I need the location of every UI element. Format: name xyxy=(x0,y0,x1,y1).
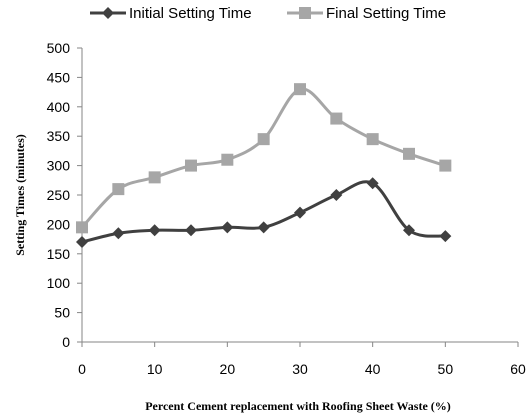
legend: Initial Setting Time Final Setting Time xyxy=(90,5,446,22)
plot-area xyxy=(76,83,452,249)
data-point xyxy=(403,147,415,160)
series-initial-setting-time xyxy=(76,177,452,249)
x-axis-ticks: 0 10 20 30 40 50 60 xyxy=(78,342,526,377)
y-tick-label: 400 xyxy=(47,99,71,115)
y-tick-label: 250 xyxy=(47,187,71,203)
x-tick-label: 20 xyxy=(220,361,236,377)
y-tick-label: 100 xyxy=(47,275,71,291)
data-point xyxy=(366,133,379,146)
y-tick-label: 0 xyxy=(62,334,70,350)
data-point xyxy=(257,133,270,146)
x-tick-label: 30 xyxy=(292,361,308,377)
data-point xyxy=(366,177,379,190)
x-tick-label: 0 xyxy=(78,361,86,377)
y-tick-label: 300 xyxy=(47,158,71,174)
y-tick-label: 500 xyxy=(47,40,71,56)
y-tick-label: 450 xyxy=(47,69,71,85)
data-point xyxy=(76,236,88,249)
legend-item-final-setting-time: Final Setting Time xyxy=(287,5,446,22)
data-point xyxy=(221,153,234,166)
data-point xyxy=(148,171,161,184)
y-tick-label: 150 xyxy=(47,246,71,262)
x-tick-label: 40 xyxy=(365,361,381,377)
data-point xyxy=(112,183,125,196)
data-point xyxy=(330,112,343,125)
data-point xyxy=(112,227,125,240)
legend-item-initial-setting-time: Initial Setting Time xyxy=(90,5,252,22)
data-point xyxy=(439,230,452,243)
data-point xyxy=(439,159,452,172)
data-point xyxy=(148,224,161,237)
x-axis-title: Percent Cement replacement with Roofing … xyxy=(145,399,451,413)
y-axis-ticks: 0 50 100 150 200 250 300 350 400 450 500 xyxy=(47,40,82,350)
legend-label-final: Final Setting Time xyxy=(326,5,446,22)
x-tick-label: 10 xyxy=(147,361,163,377)
data-point xyxy=(294,83,306,96)
data-point xyxy=(403,224,415,237)
y-axis-title: Setting Times (minutes) xyxy=(13,134,27,256)
data-point xyxy=(257,221,270,234)
y-tick-label: 200 xyxy=(47,216,71,232)
data-point xyxy=(330,189,343,201)
data-point xyxy=(185,224,197,237)
x-tick-label: 50 xyxy=(438,361,454,377)
x-tick-label: 60 xyxy=(510,361,526,377)
legend-diamond-marker xyxy=(102,7,114,19)
y-tick-label: 50 xyxy=(54,305,70,321)
data-point xyxy=(185,159,197,172)
legend-square-marker xyxy=(299,7,311,19)
series-final-setting-time xyxy=(76,83,452,234)
data-point xyxy=(294,206,306,219)
data-point xyxy=(76,221,88,234)
legend-label-initial: Initial Setting Time xyxy=(129,5,252,22)
data-point xyxy=(221,221,234,234)
y-tick-label: 350 xyxy=(47,128,71,144)
